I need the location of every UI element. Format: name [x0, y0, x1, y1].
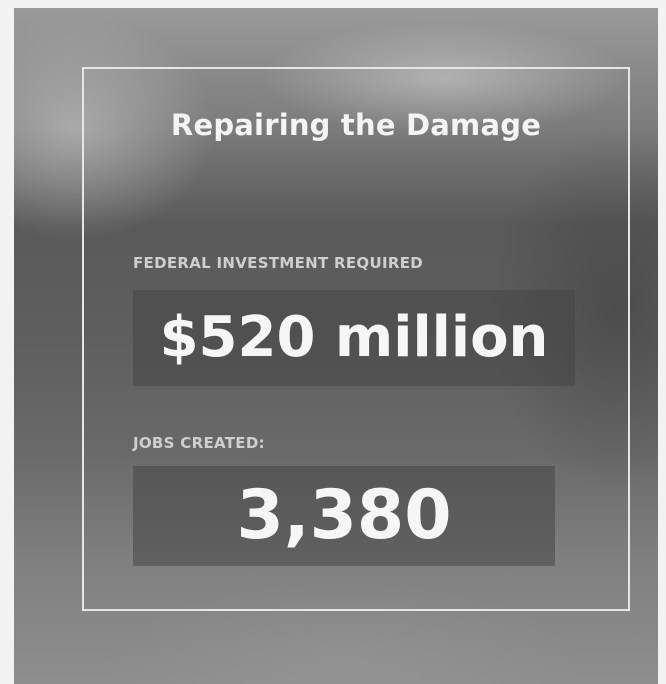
card-title: Repairing the Damage — [170, 108, 542, 142]
stat-label: FEDERAL INVESTMENT REQUIRED — [133, 254, 423, 272]
frame — [82, 67, 630, 611]
stat-label: JOBS CREATED: — [133, 434, 265, 452]
stat-value: $520 million — [133, 290, 575, 386]
stat-value: 3,380 — [133, 466, 555, 566]
